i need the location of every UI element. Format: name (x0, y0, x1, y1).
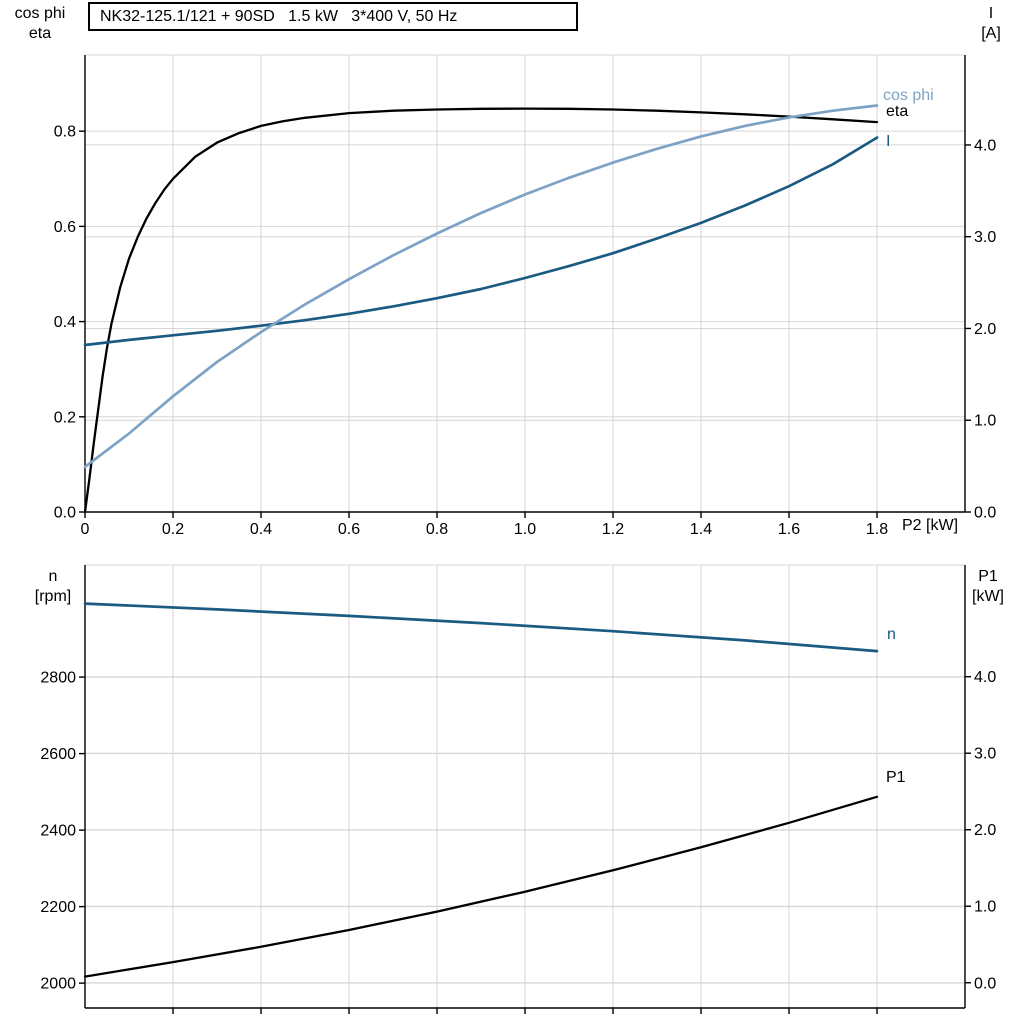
x-tick-label: 1.6 (778, 521, 800, 538)
top-left-axis-title: cos phi eta (2, 4, 78, 44)
right-tick-label: 3.0 (974, 229, 996, 246)
eta-curve (83, 107, 879, 514)
I-curve (83, 136, 879, 347)
cos-phi-curve (83, 104, 879, 469)
left-axis-title-line1: cos phi (14, 5, 66, 22)
bottom-right-axis-title: P1 [kW] (958, 567, 1018, 607)
left-tick-label: 0.6 (54, 219, 76, 236)
right-tick-label: 0.0 (974, 975, 996, 992)
right-axis-title-line2: [A] (981, 25, 1001, 42)
left-tick-label: 2000 (40, 976, 76, 993)
right-axis-title-line1: I (988, 5, 994, 22)
right-tick-label: 3.0 (974, 746, 996, 763)
speed-curve-label: n (887, 626, 896, 643)
eta-curve-label: eta (886, 103, 909, 120)
x-tick-label: 1.8 (866, 521, 888, 538)
left-tick-label: 0.0 (54, 505, 76, 522)
rpm-axis-title-line1: n (48, 568, 58, 585)
x-tick-label: 0.8 (426, 521, 448, 538)
left-tick-label: 0.8 (54, 124, 76, 141)
x-tick-label: 0 (81, 521, 90, 538)
left-tick-label: 0.2 (54, 409, 76, 426)
top-right-axis-title: I [A] (962, 4, 1020, 44)
p1-axis-title-line2: [kW] (972, 588, 1004, 605)
left-tick-label: 2200 (40, 899, 76, 916)
rpm-axis-title-line2: [rpm] (34, 588, 72, 605)
x-axis-label: P2 [kW] (902, 517, 959, 534)
x-tick-label: 1.4 (690, 521, 712, 538)
chart-title-box: NK32-125.1/121 + 90SD 1.5 kW 3*400 V, 50… (88, 2, 578, 31)
left-tick-label: 2400 (40, 823, 76, 840)
chart-panel-1: 2000 2200 2400 2600 2800 0.0 1.0 2.0 3.0 4.0 (40, 564, 996, 1014)
x-tick-label: 0.6 (338, 521, 360, 538)
P1-curve (83, 795, 879, 978)
x-tick-label: 0.4 (250, 521, 272, 538)
right-tick-label: 1.0 (974, 899, 996, 916)
left-tick-label: 2600 (40, 746, 76, 763)
p1-axis-title-line1: P1 (978, 568, 998, 585)
left-tick-label: 0.4 (54, 314, 76, 331)
current-curve-label: I (886, 133, 891, 150)
right-tick-label: 0.0 (974, 505, 996, 522)
chart-panel-0: 0.0 0.2 0.4 0.6 0.8 0.0 1.0 2.0 3.0 4.0 0 0.2 0.4 0.6… (54, 54, 996, 538)
x-tick-label: 1.0 (514, 521, 536, 538)
bottom-left-axis-title: n [rpm] (22, 567, 84, 607)
x-tick-label: 0.2 (162, 521, 184, 538)
right-tick-label: 1.0 (974, 413, 996, 430)
x-tick-label: 1.2 (602, 521, 624, 538)
cos-phi-curve-label: cos phi (883, 87, 934, 104)
left-tick-label: 2800 (40, 670, 76, 687)
left-axis-title-line2: eta (28, 25, 52, 42)
right-tick-label: 4.0 (974, 669, 996, 686)
p1-curve-label: P1 (886, 769, 906, 786)
right-tick-label: 2.0 (974, 321, 996, 338)
right-tick-label: 4.0 (974, 137, 996, 154)
right-tick-label: 2.0 (974, 822, 996, 839)
n-curve (83, 602, 879, 653)
